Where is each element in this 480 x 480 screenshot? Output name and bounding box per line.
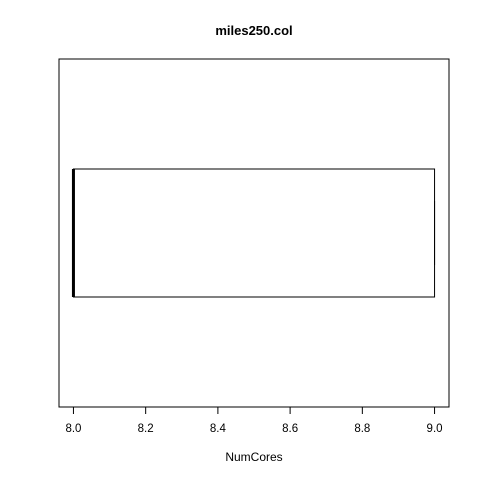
x-tick-label: 8.0 bbox=[65, 423, 81, 435]
x-axis-label: NumCores bbox=[225, 450, 282, 464]
x-tick-label: 8.8 bbox=[354, 423, 370, 435]
x-tick-label: 8.2 bbox=[138, 423, 154, 435]
box-group bbox=[71, 168, 436, 298]
x-tick-label: 9.0 bbox=[427, 423, 443, 435]
chart-title: miles250.col bbox=[215, 23, 292, 38]
iqr-box bbox=[72, 168, 436, 298]
x-tick-label: 8.4 bbox=[210, 423, 227, 435]
x-axis: 8.0 8.2 8.4 8.6 8.8 9.0 bbox=[65, 406, 443, 435]
x-tick-label: 8.6 bbox=[282, 423, 298, 435]
plot-frame bbox=[58, 58, 450, 408]
